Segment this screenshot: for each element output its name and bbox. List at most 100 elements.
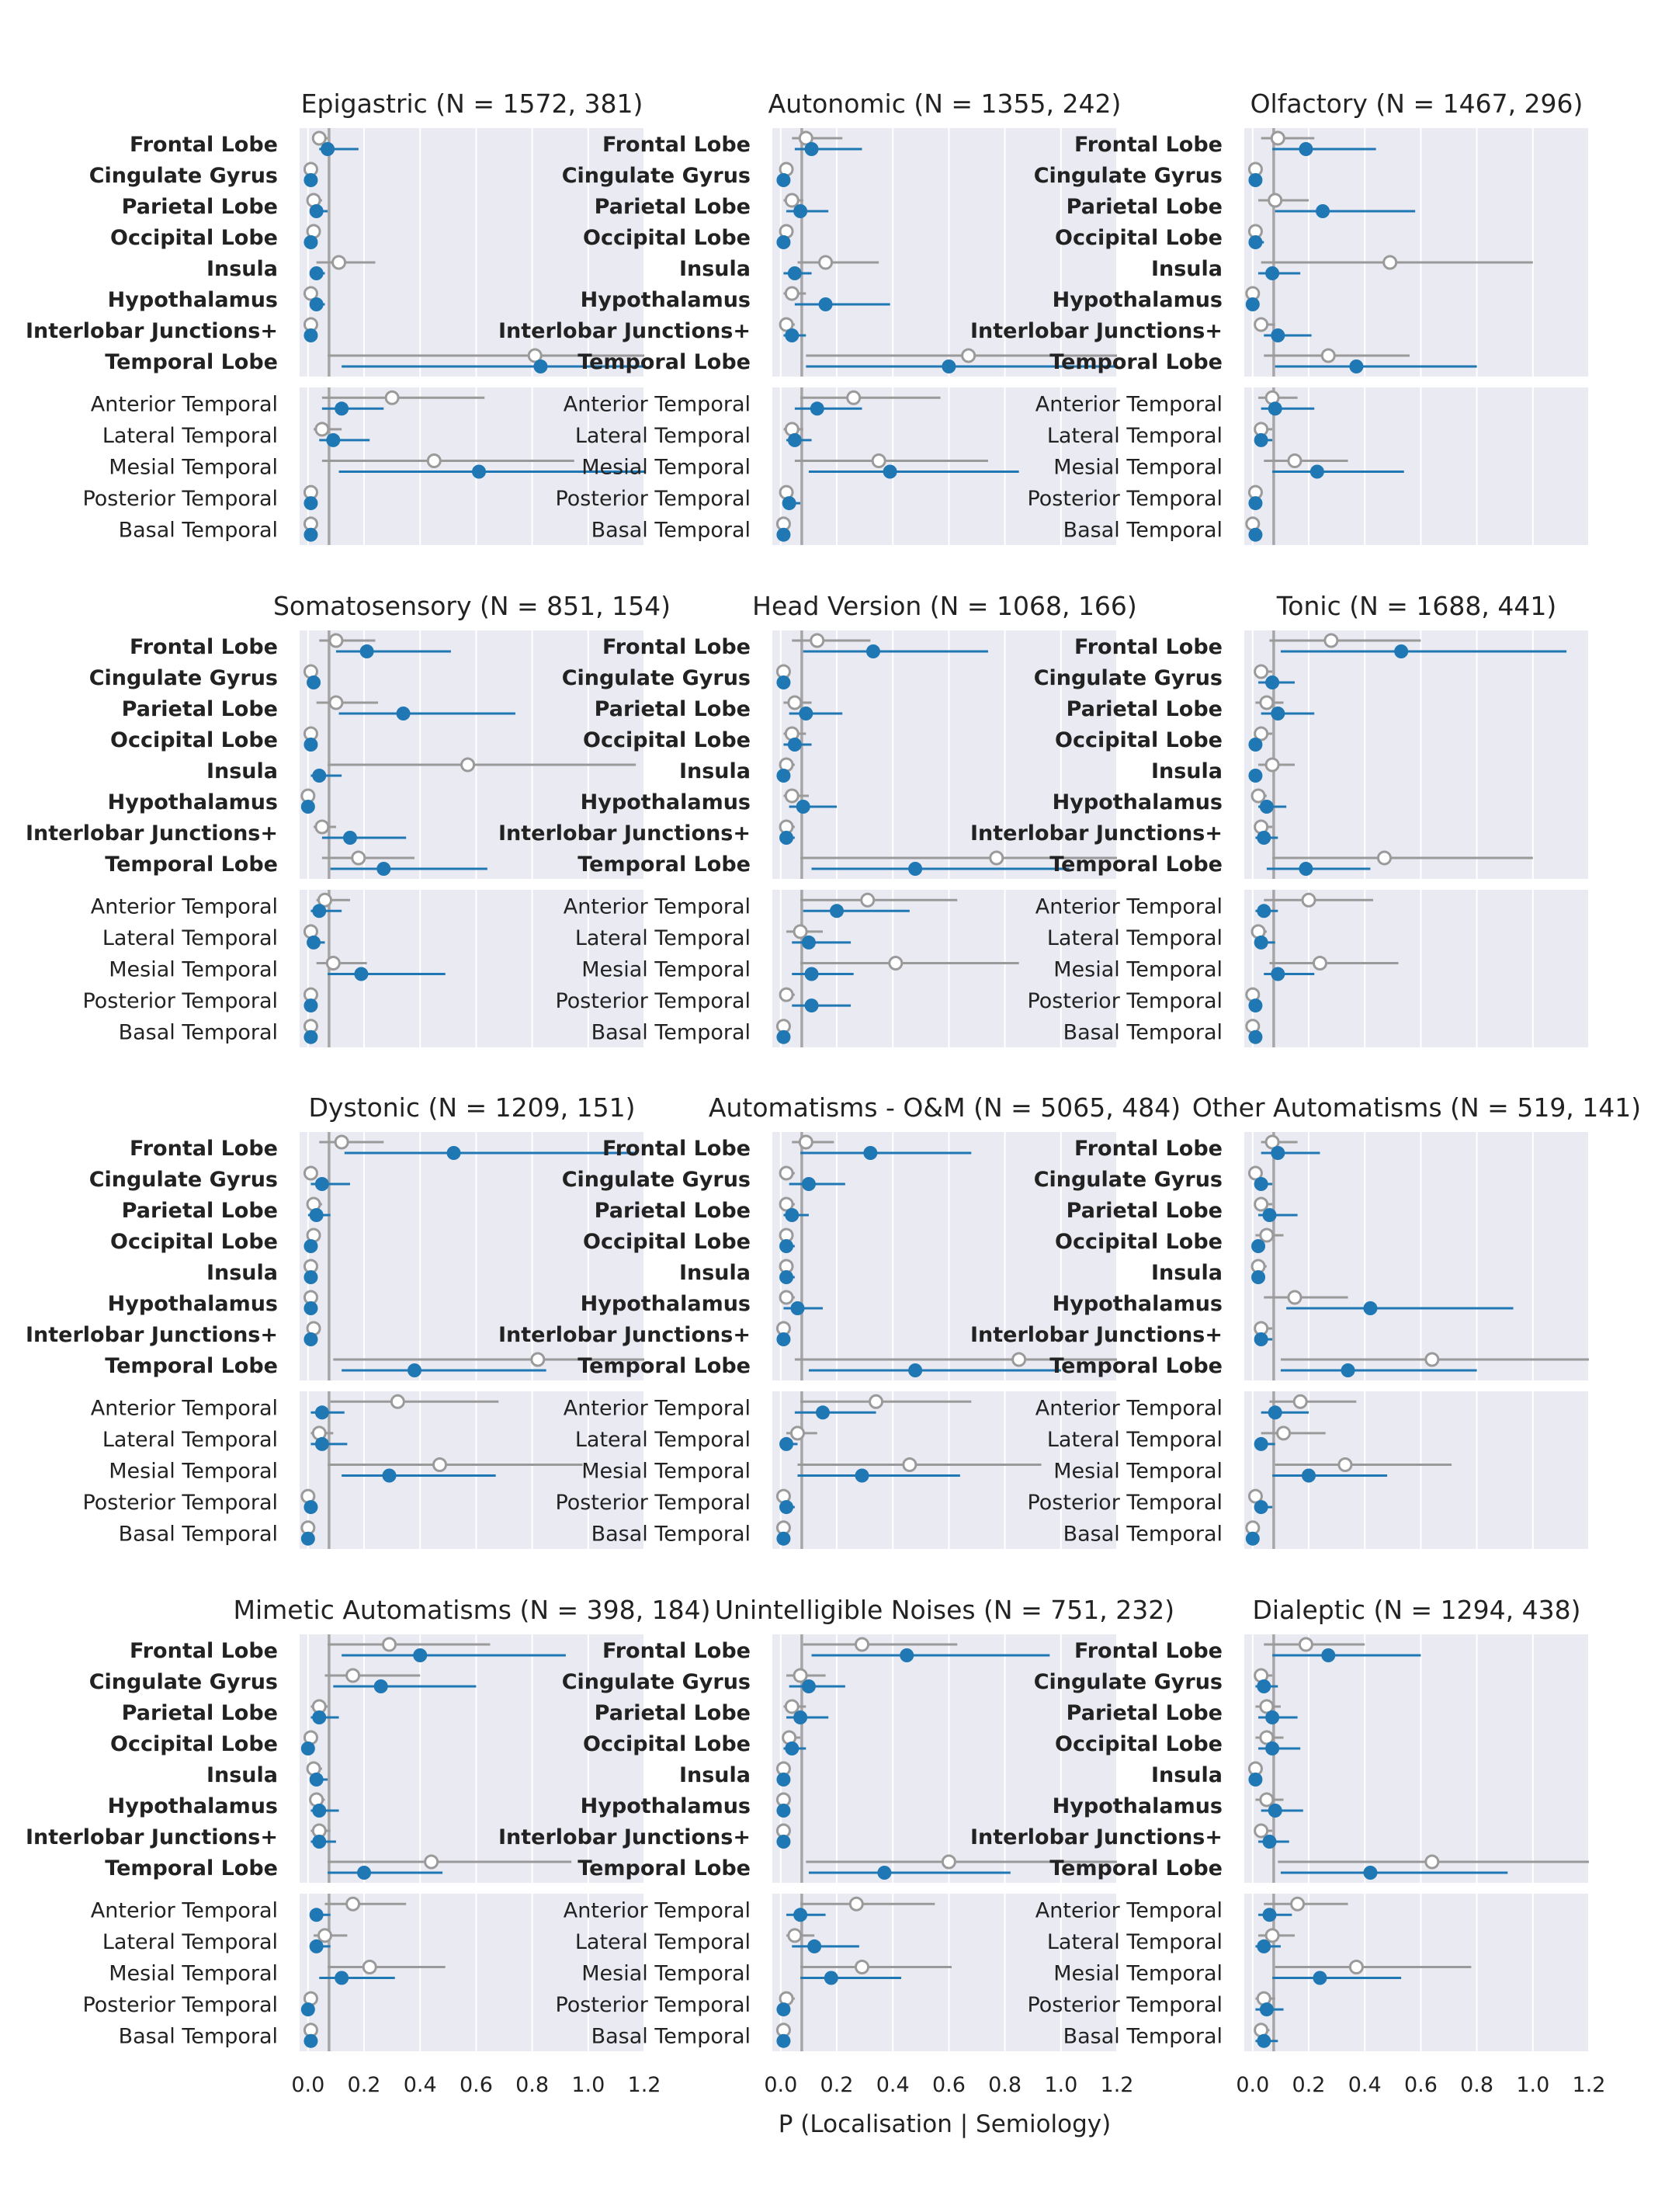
blue-point [309,1908,324,1922]
temporal-label: Lateral Temporal [575,926,751,950]
temporal-label: Basal Temporal [1063,1523,1223,1547]
grey-point [1292,1394,1308,1409]
top-panel-background [1244,1634,1589,1883]
blue-point [354,967,369,981]
region-label: Interlobar Junctions+ [970,821,1223,846]
blue-point [776,675,791,689]
blue-point [1268,1804,1282,1818]
temporal-label: Mesial Temporal [1053,1962,1223,1986]
grey-point [1312,956,1327,971]
grey-point [1264,1928,1280,1943]
blue-point [1257,831,1271,845]
blue-point [300,800,315,814]
blue-point [776,2033,791,2048]
blue-point [376,862,391,876]
grey-point [314,422,330,437]
blue-point [312,1835,327,1849]
grey-point [1376,850,1392,866]
grey-point [961,348,976,363]
blue-point [413,1648,428,1662]
blue-point [304,1239,318,1253]
grey-point [1259,695,1275,710]
blue-point [785,1208,800,1222]
grey-point [362,1960,377,1974]
temporal-label: Anterior Temporal [1035,894,1223,918]
region-label: Hypothalamus [108,1794,278,1818]
blue-point [1268,1405,1282,1420]
region-label: Frontal Lobe [602,635,751,659]
blue-point [1248,235,1263,249]
blue-point [1254,935,1268,950]
grey-point [779,1165,794,1181]
temporal-label: Lateral Temporal [575,1930,751,1954]
blue-point [1299,862,1313,876]
grey-point [888,956,904,971]
temporal-label: Basal Temporal [591,1523,751,1547]
region-label: Frontal Lobe [602,1639,751,1663]
grey-point [1298,1637,1313,1652]
grey-point [1247,1165,1263,1181]
blue-point [304,496,318,511]
grey-point [1301,892,1316,908]
x-tick-label: 0.2 [1292,2073,1326,2097]
temporal-label: Basal Temporal [591,519,751,543]
blue-point [776,769,791,783]
blue-point [776,1835,791,1849]
grey-point [784,788,800,804]
blue-point [304,1030,318,1044]
region-label: Cingulate Gyrus [89,1670,278,1694]
grey-point [325,956,341,971]
blue-point [1265,266,1280,280]
x-tick-label: 1.2 [628,2073,661,2097]
blue-point [908,862,923,876]
temporal-label: Basal Temporal [591,2025,751,2049]
blue-point [314,1177,329,1191]
blue-point [787,432,802,447]
grey-point [1264,757,1280,773]
grey-point [848,1896,864,1912]
x-tick-label: 0.0 [764,2073,797,2097]
blue-point [1265,675,1280,689]
blue-point [304,173,318,187]
blue-point [830,904,845,918]
temporal-label: Posterior Temporal [1027,989,1223,1013]
x-tick-label: 1.0 [1516,2073,1549,2097]
temporal-label: Anterior Temporal [564,894,751,918]
blue-point [908,1363,923,1377]
region-label: Hypothalamus [108,1292,278,1316]
blue-point [312,904,327,918]
x-tick-label: 0.8 [988,2073,1022,2097]
region-label: Insula [206,257,278,281]
blue-point [1257,1939,1271,1953]
bottom-panel-background [1244,1894,1589,2051]
region-label: Parietal Lobe [595,1199,751,1223]
grey-point [1382,255,1398,270]
region-label: Frontal Lobe [602,133,751,157]
x-axis-label: P (Localisation | Semiology) [779,2110,1112,2138]
x-tick-label: 1.2 [1101,2073,1134,2097]
grey-point [1276,1425,1292,1441]
blue-point [810,401,824,416]
region-label: Frontal Lobe [130,1639,278,1663]
grey-point [1254,317,1269,332]
blue-point [804,998,819,1013]
chart-title: Olfactory (N = 1467, 296) [1250,89,1583,119]
temporal-label: Anterior Temporal [91,392,278,416]
region-label: Insula [1151,257,1223,281]
blue-point [799,707,813,721]
grey-point [1424,1854,1440,1870]
grey-point [793,1668,808,1683]
blue-point [314,1436,329,1451]
temporal-label: Basal Temporal [1063,519,1223,543]
bottom-panel-background [300,387,644,545]
blue-point [304,2033,318,2048]
blue-point [300,2002,315,2017]
blue-point [1254,1500,1268,1515]
blue-point [314,1405,329,1420]
blue-point [883,464,897,479]
bottom-panel-background [772,890,1117,1047]
blue-point [1271,1146,1285,1160]
grey-point [328,633,344,648]
x-tick-label: 0.4 [876,2073,910,2097]
grey-point [530,1352,546,1367]
